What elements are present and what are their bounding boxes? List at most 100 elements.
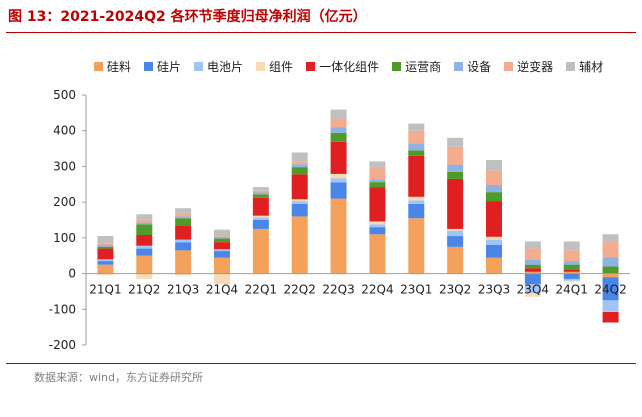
bar-segment [447,178,464,229]
x-tick-label: 23Q3 [478,283,510,297]
bar-segment [447,230,464,237]
bar-segment [602,234,619,242]
y-tick-label: 0 [68,267,76,281]
bar-segment [408,200,425,204]
legend-label: 电池片 [207,60,244,74]
bar-segment [214,251,230,258]
legend-item: 一体化组件 [306,58,379,75]
bar-segment [563,280,580,282]
bar-segment [563,270,580,272]
bar-segment [524,284,541,294]
bar-segment [486,245,502,258]
x-tick-label: 23Q2 [439,283,471,297]
bar-segment [214,249,230,252]
bar-segment [408,203,425,219]
bar-segment [524,273,541,285]
bar-segment [524,271,541,274]
legend-item: 辅材 [566,58,603,75]
y-tick-label: -200 [49,338,76,352]
legend-item: 组件 [256,58,293,75]
y-tick-label: 500 [53,88,76,102]
bar-segment [486,170,502,185]
bar-segment [97,245,114,247]
chart-legend: 硅料 硅片 电池片 组件 一体化组件 运营商 设备 逆变器 辅材 [94,58,616,75]
bar-segment [602,273,619,278]
bar-segment [136,214,153,220]
bar-segment [136,245,153,249]
bar-segment [97,259,114,262]
legend-swatch [504,62,514,71]
bar-segment [252,187,269,191]
bar-segment [175,242,192,251]
bottom-divider [6,363,636,364]
bar-segment [408,143,425,151]
bar-segment [330,109,347,119]
bar-segment [214,229,230,235]
bar-segment [369,161,386,167]
bar-segment [369,166,386,180]
legend-swatch [306,62,316,71]
bar-segment [563,250,580,262]
bar-segment [524,241,541,249]
bar-segment [291,201,308,204]
bar-segment [408,155,425,197]
bar-segment [602,311,619,312]
y-tick-label: 400 [53,124,76,138]
bar-segment [136,224,153,235]
bar-segment [214,236,230,239]
bar-segment [486,239,502,245]
source-note: 数据来源：wind，东方证券研究所 [34,371,204,384]
bar-segment [175,218,192,226]
bar-segment [563,278,580,281]
bar-segment [524,248,541,260]
x-tick-label: 22Q4 [361,283,393,297]
x-tick-label: 21Q1 [89,283,121,297]
y-tick-label: 100 [53,231,76,245]
bar-segment [602,311,619,323]
bar-segment [602,300,619,312]
bar-segment [330,198,347,274]
bar-segment [291,161,308,165]
bar-segment [486,201,502,237]
bar-segment [136,219,153,223]
legend-swatch [566,62,576,71]
bar-segment [291,216,308,274]
legend-swatch [194,62,204,71]
bar-segment [563,241,580,251]
bar-segment [252,197,269,216]
x-tick-label: 23Q4 [517,283,549,297]
bar-segment [602,257,619,267]
bar-segment [214,238,230,243]
x-tick-label: 21Q3 [167,283,199,297]
legend-item: 硅片 [144,58,181,75]
legend-item: 设备 [454,58,491,75]
legend-swatch [392,62,402,71]
bar-segment [447,137,464,147]
bar-segment [486,257,502,274]
y-tick-label: -100 [49,302,76,316]
legend-item: 硅料 [94,58,131,75]
bar-segment [330,178,347,183]
bar-segment [408,218,425,274]
bar-segment [175,239,192,243]
bar-segment [602,241,619,258]
bar-segment [291,152,308,162]
bar-segment [563,261,580,265]
bar-segment [369,187,386,222]
bar-segment [252,192,269,195]
bar-segment [291,203,308,217]
bar-segment [175,208,192,214]
bar-segment [408,130,425,144]
bar-segment [524,293,541,297]
bar-segment [447,146,464,165]
bar-segment [447,246,464,274]
x-tick-label: 24Q1 [556,283,588,297]
bar-segment [447,171,464,179]
bar-segment [252,190,269,193]
bar-segment [97,261,114,265]
x-tick-label: 21Q2 [128,283,160,297]
bar-segment [97,236,114,244]
x-tick-label: 22Q3 [322,283,354,297]
legend-item: 电池片 [194,58,243,75]
